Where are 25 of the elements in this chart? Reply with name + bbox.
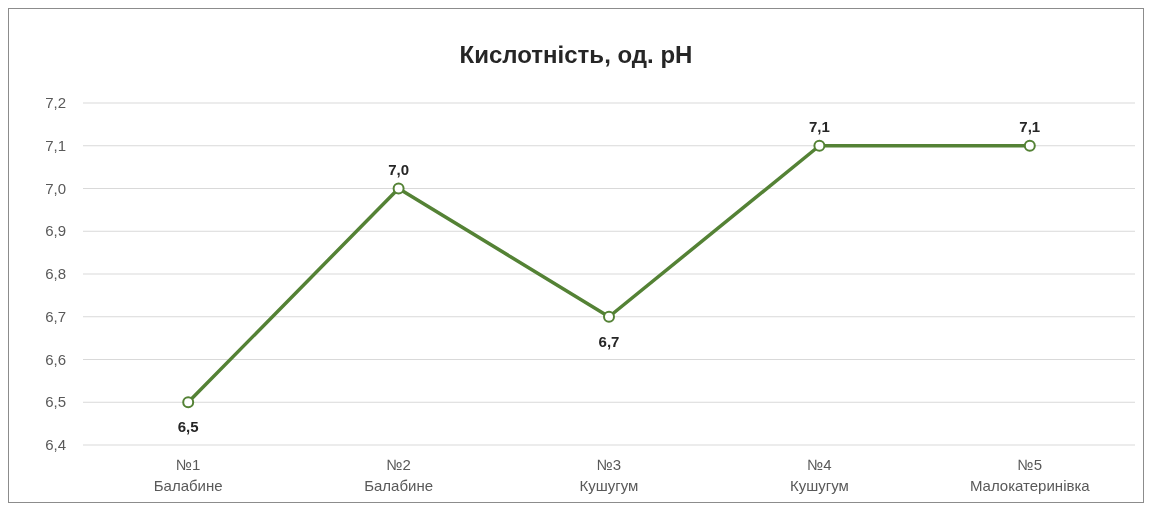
- point: [182, 396, 195, 409]
- data-label: 7,0: [388, 160, 410, 178]
- y-tick-label: 6,5: [45, 393, 66, 411]
- point: [392, 182, 405, 195]
- y-tick-label: 7,2: [45, 94, 66, 111]
- x-tick-label: №2 Балабине: [364, 456, 434, 494]
- y-tick-label: 7,1: [45, 136, 66, 154]
- x-tick-label: №1 Балабине: [153, 456, 223, 494]
- data-label: 6,5: [177, 418, 199, 436]
- data-label: 6,7: [598, 332, 620, 350]
- y-tick-label: 6,4: [45, 436, 66, 453]
- point: [1023, 139, 1036, 152]
- x-tick-label: №3 Кушугум: [579, 456, 639, 494]
- data-label: 7,1: [808, 117, 830, 135]
- y-tick-label: 7,0: [45, 179, 66, 197]
- y-tick-label: 6,8: [45, 265, 66, 282]
- y-tick-label: 6,7: [45, 307, 66, 325]
- point: [813, 139, 826, 152]
- x-tick-label: №4 Кушугум: [789, 456, 849, 494]
- y-tick-label: 6,9: [45, 222, 66, 240]
- y-tick-label: 6,6: [45, 350, 66, 368]
- data-label: 7,1: [1019, 117, 1041, 135]
- chart-title: Кислотність, од. pH: [459, 41, 693, 68]
- x-tick-label: №5 Малокатеринівка: [969, 456, 1091, 494]
- point: [603, 310, 615, 323]
